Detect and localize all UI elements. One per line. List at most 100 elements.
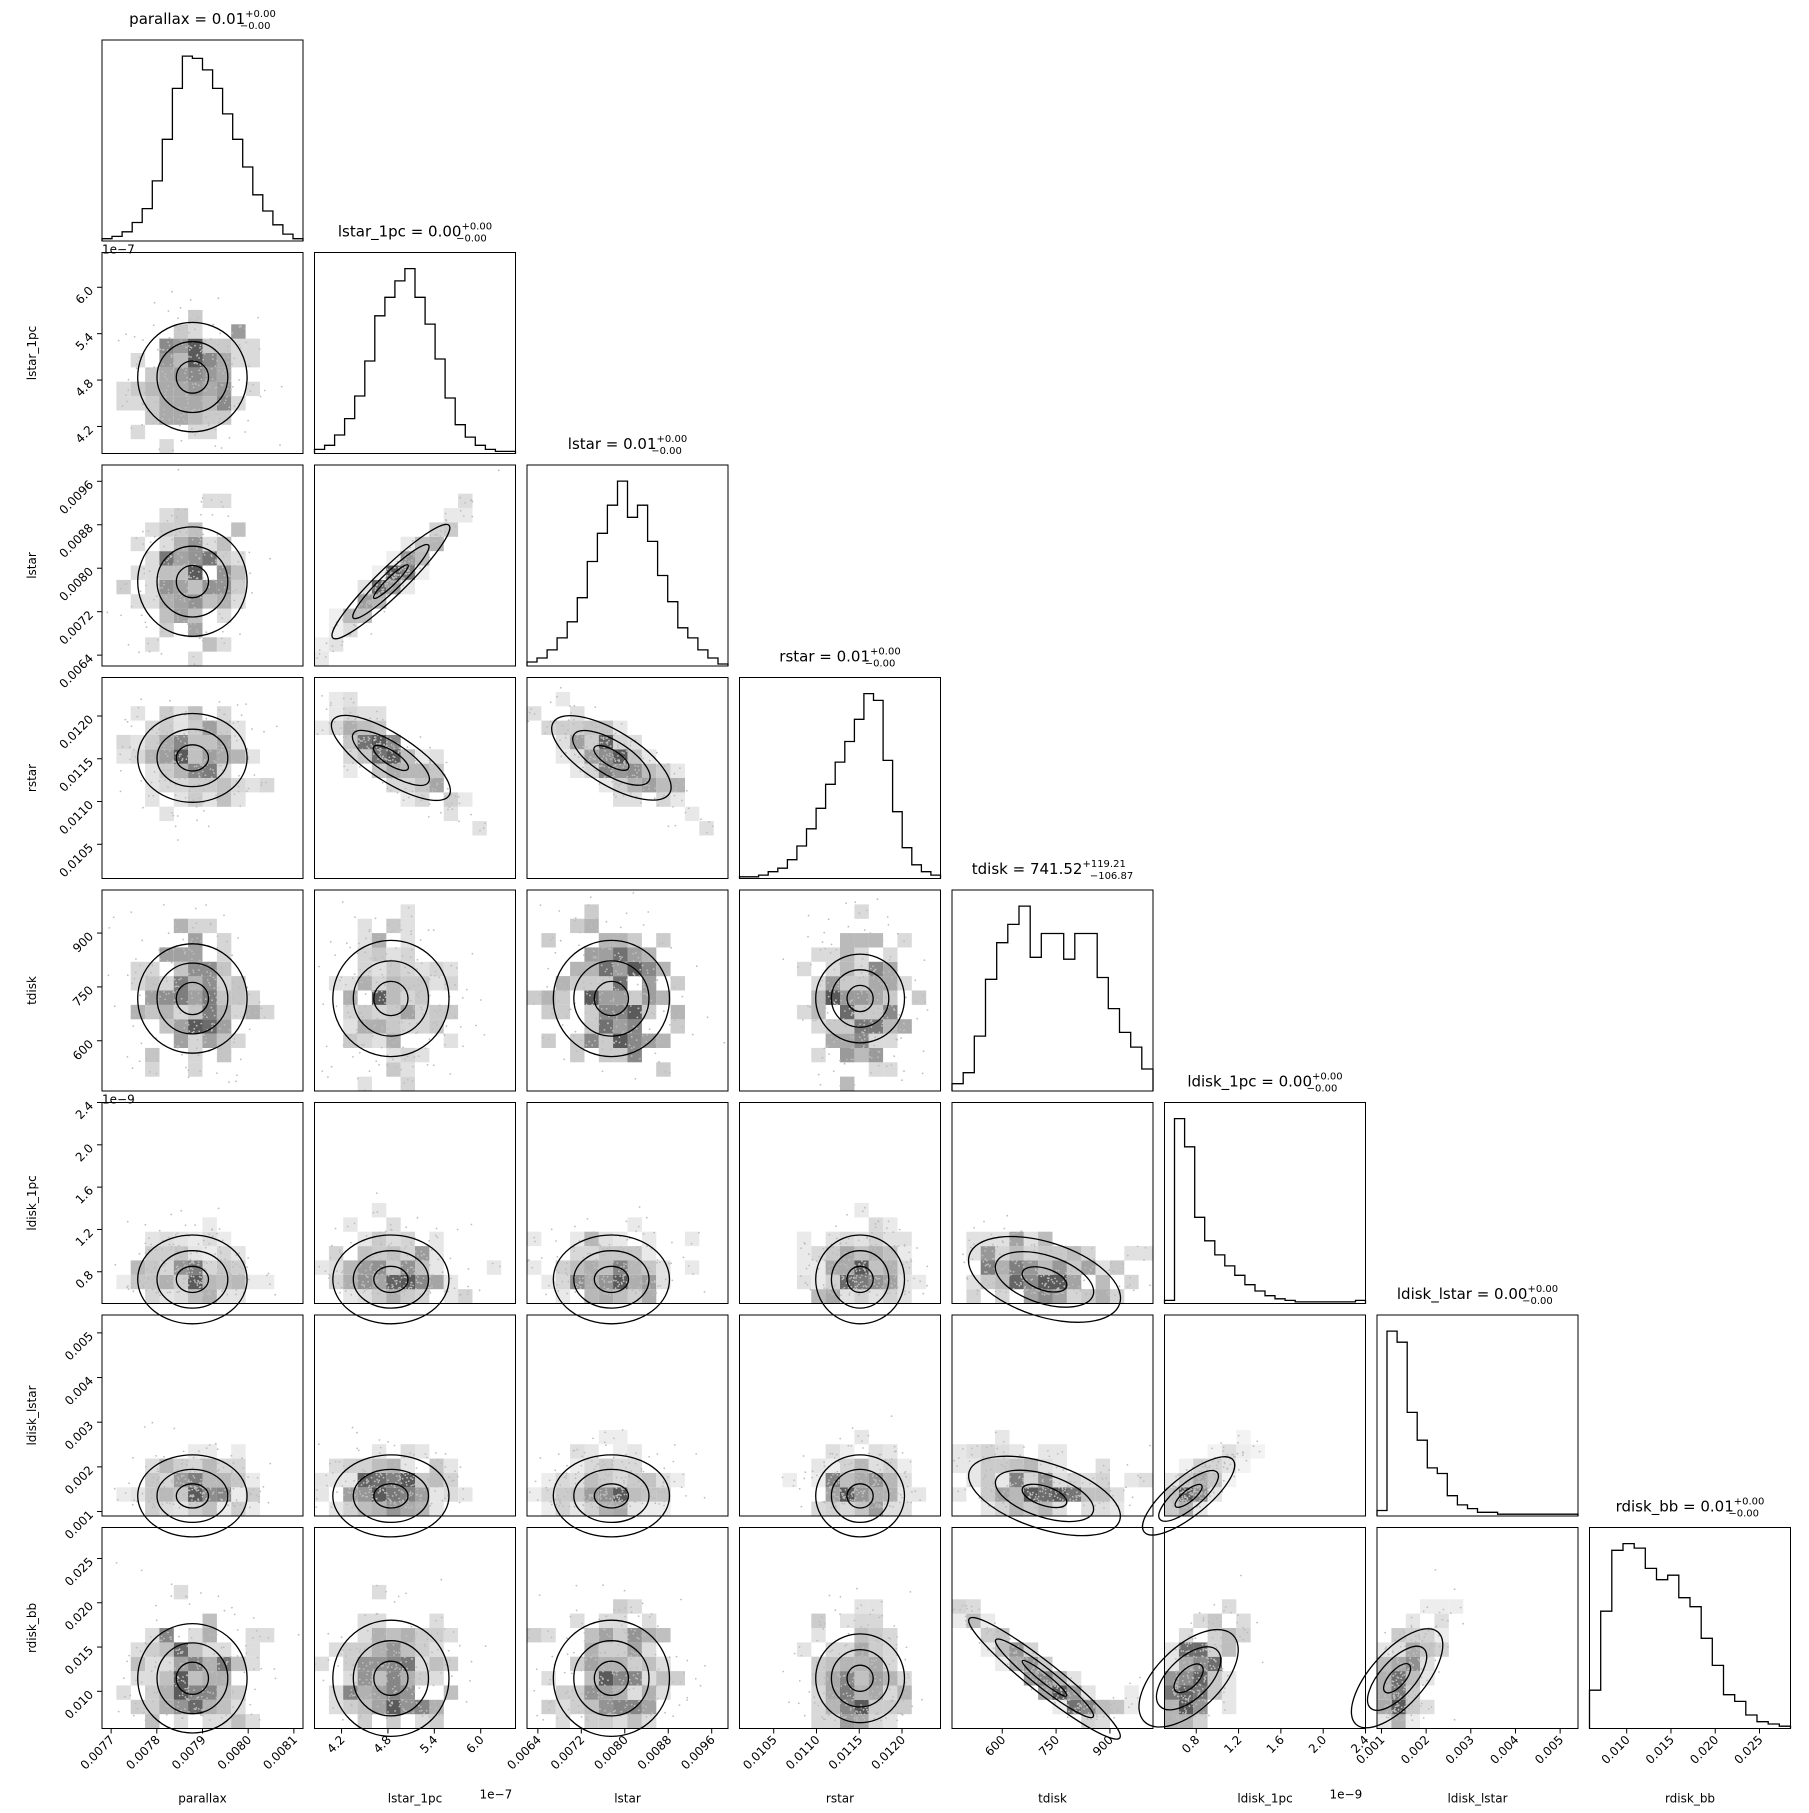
- sample-point: [127, 389, 129, 391]
- sample-point: [131, 606, 133, 608]
- sample-point: [234, 1505, 236, 1507]
- sample-point: [235, 589, 237, 591]
- y-tick-label: 0.0115: [57, 755, 97, 795]
- sample-point: [499, 1266, 501, 1268]
- sample-point: [255, 1012, 257, 1014]
- sample-point: [853, 1013, 855, 1015]
- sample-point: [612, 1011, 614, 1013]
- sample-point: [402, 955, 404, 957]
- sample-point: [209, 386, 211, 388]
- sample-point: [375, 1280, 377, 1282]
- density-cell: [628, 749, 642, 763]
- sample-point: [533, 1003, 535, 1005]
- sample-point: [200, 1492, 202, 1494]
- sample-point: [200, 364, 202, 366]
- sample-point: [858, 1263, 860, 1265]
- sample-point: [208, 422, 210, 424]
- sample-point: [450, 965, 452, 967]
- sample-point: [158, 1478, 160, 1480]
- sample-point: [408, 907, 410, 909]
- density-cell: [685, 807, 699, 821]
- sample-point: [1088, 1273, 1090, 1275]
- density-cell: [1110, 1289, 1124, 1303]
- sample-point: [159, 448, 161, 450]
- sample-point: [402, 585, 404, 587]
- sample-point: [229, 537, 231, 539]
- sample-point: [646, 994, 648, 996]
- sample-point: [176, 928, 178, 930]
- sample-point: [211, 368, 213, 370]
- sample-point: [136, 367, 138, 369]
- sample-point: [375, 736, 377, 738]
- sample-point: [147, 643, 149, 645]
- sample-point: [356, 1032, 358, 1034]
- sample-point: [176, 1251, 178, 1253]
- sample-point: [635, 1292, 637, 1294]
- sample-point: [180, 415, 182, 417]
- sample-point: [334, 721, 336, 723]
- sample-point: [259, 348, 261, 350]
- sample-point: [114, 1264, 116, 1266]
- sample-point: [198, 571, 200, 573]
- sample-point: [1085, 1267, 1087, 1269]
- sample-point: [1058, 1289, 1060, 1291]
- sample-point: [418, 1055, 420, 1057]
- sample-point: [818, 1256, 820, 1258]
- sample-point: [196, 756, 198, 758]
- sample-point: [460, 510, 462, 512]
- sample-point: [213, 1288, 215, 1290]
- sample-point: [603, 777, 605, 779]
- sample-point: [356, 1000, 358, 1002]
- sample-point: [869, 1291, 871, 1293]
- density-cell: [203, 1034, 217, 1048]
- sample-point: [189, 319, 191, 321]
- sample-point: [228, 590, 230, 592]
- sample-point: [245, 342, 247, 344]
- sample-point: [849, 962, 851, 964]
- sample-point: [178, 419, 180, 421]
- sample-point: [871, 1266, 873, 1268]
- sample-point: [172, 563, 174, 565]
- sample-point: [598, 765, 600, 767]
- sample-point: [897, 1287, 899, 1289]
- sample-point: [382, 581, 384, 583]
- sample-point: [174, 1488, 176, 1490]
- sample-point: [149, 1071, 151, 1073]
- sample-point: [1079, 1290, 1081, 1292]
- sample-point: [578, 756, 580, 758]
- sample-point: [615, 764, 617, 766]
- sample-point: [205, 998, 207, 1000]
- sample-point: [171, 371, 173, 373]
- sample-point: [153, 366, 155, 368]
- sample-point: [227, 346, 229, 348]
- sample-point: [480, 999, 482, 1001]
- sample-point: [235, 1482, 237, 1484]
- density-cell: [1067, 1289, 1081, 1303]
- sample-point: [155, 1007, 157, 1009]
- sample-point: [213, 1506, 215, 1508]
- sample-point: [976, 1293, 978, 1295]
- sample-point: [1028, 1262, 1030, 1264]
- sample-point: [403, 1082, 405, 1084]
- sample-point: [435, 971, 437, 973]
- sample-point: [857, 1285, 859, 1287]
- sample-point: [408, 773, 410, 775]
- sample-point: [836, 1038, 838, 1040]
- sample-point: [915, 1001, 917, 1003]
- sample-point: [136, 364, 138, 366]
- sample-point: [646, 1279, 648, 1281]
- sample-point: [992, 1250, 994, 1252]
- sample-point: [152, 1288, 154, 1290]
- density-cell: [444, 807, 458, 821]
- sample-point: [150, 758, 152, 760]
- sample-point: [869, 975, 871, 977]
- sample-point: [221, 780, 223, 782]
- sample-point: [415, 1288, 417, 1290]
- sample-point: [247, 1476, 249, 1478]
- sample-point: [672, 806, 674, 808]
- sample-point: [629, 1275, 631, 1277]
- sample-point: [269, 1283, 271, 1285]
- sample-point: [1119, 1286, 1121, 1288]
- sample-point: [352, 977, 354, 979]
- sample-point: [416, 551, 418, 553]
